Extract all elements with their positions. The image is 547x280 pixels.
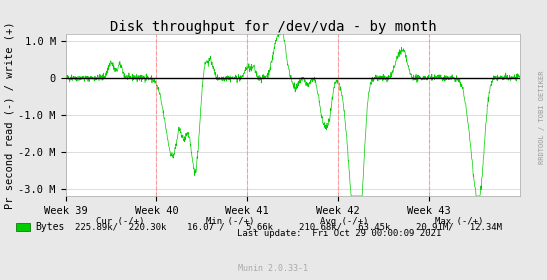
Text: Last update:  Fri Oct 29 00:00:09 2021: Last update: Fri Oct 29 00:00:09 2021 (237, 229, 441, 238)
Text: 16.07 /    5.66k: 16.07 / 5.66k (187, 223, 273, 232)
Text: 210.68k/   63.45k: 210.68k/ 63.45k (299, 223, 391, 232)
Text: Disk throughput for /dev/vda - by month: Disk throughput for /dev/vda - by month (110, 20, 437, 34)
Y-axis label: Pr second read (-) / write (+): Pr second read (-) / write (+) (4, 21, 14, 209)
Text: 225.89k/  220.30k: 225.89k/ 220.30k (74, 223, 166, 232)
Text: Bytes: Bytes (36, 222, 65, 232)
Text: Avg (-/+): Avg (-/+) (321, 217, 369, 226)
Text: Min (-/+): Min (-/+) (206, 217, 254, 226)
Text: 20.91M/   12.34M: 20.91M/ 12.34M (416, 223, 503, 232)
Text: Munin 2.0.33-1: Munin 2.0.33-1 (238, 264, 309, 273)
Text: Cur (-/+): Cur (-/+) (96, 217, 144, 226)
Text: Max (-/+): Max (-/+) (435, 217, 484, 226)
Text: RRDTOOL / TOBI OETIKER: RRDTOOL / TOBI OETIKER (539, 70, 545, 164)
